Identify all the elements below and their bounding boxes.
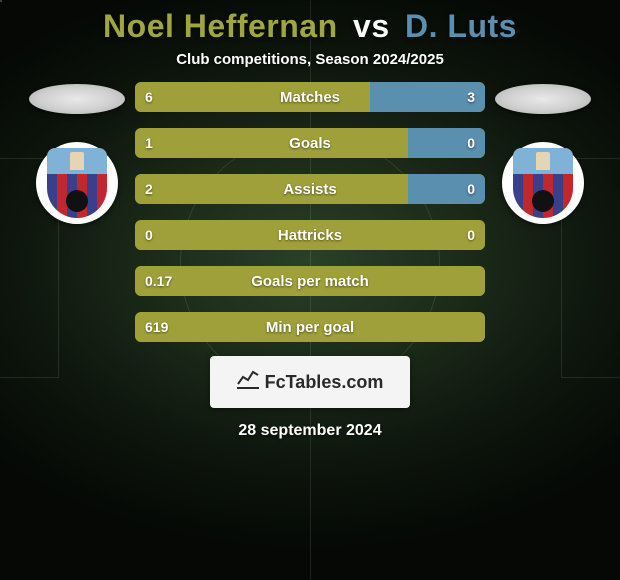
stat-value-left: 619 <box>145 319 168 335</box>
badge-shield-icon <box>513 148 573 218</box>
content-root: Noel Heffernan vs D. Luts Club competiti… <box>0 0 620 580</box>
stat-value-left: 0.17 <box>145 273 172 289</box>
stat-left-fill <box>135 220 485 250</box>
comparison-title: Noel Heffernan vs D. Luts <box>103 8 517 45</box>
stat-value-right: 0 <box>467 135 475 151</box>
player-left-silhouette <box>29 84 125 114</box>
title-player1: Noel Heffernan <box>103 8 338 44</box>
stat-row: 619Min per goal <box>135 312 485 342</box>
brand-logo: FcTables.com <box>210 356 410 408</box>
stats-bars: 63Matches10Goals20Assists00Hattricks0.17… <box>135 82 485 342</box>
stat-value-left: 6 <box>145 89 153 105</box>
title-vs: vs <box>353 8 390 44</box>
player-left-col <box>27 82 127 224</box>
stat-left-fill <box>135 266 485 296</box>
player-right-badge <box>502 142 584 224</box>
stat-left-fill <box>135 128 408 158</box>
brand-chart-icon <box>237 369 259 395</box>
title-player2: D. Luts <box>405 8 517 44</box>
stat-value-right: 0 <box>467 181 475 197</box>
stat-row: 0.17Goals per match <box>135 266 485 296</box>
stat-row: 20Assists <box>135 174 485 204</box>
player-left-badge <box>36 142 118 224</box>
player-right-silhouette <box>495 84 591 114</box>
subtitle: Club competitions, Season 2024/2025 <box>176 51 444 68</box>
stat-value-left: 1 <box>145 135 153 151</box>
main-row: 63Matches10Goals20Assists00Hattricks0.17… <box>0 82 620 342</box>
stat-value-right: 0 <box>467 227 475 243</box>
player-right-col <box>493 82 593 224</box>
stat-row: 63Matches <box>135 82 485 112</box>
stat-value-left: 2 <box>145 181 153 197</box>
footer-date: 28 september 2024 <box>238 422 381 440</box>
stat-left-fill <box>135 174 408 204</box>
stat-left-fill <box>135 82 370 112</box>
stat-value-left: 0 <box>145 227 153 243</box>
brand-text: FcTables.com <box>265 372 384 393</box>
stat-left-fill <box>135 312 485 342</box>
stat-row: 10Goals <box>135 128 485 158</box>
badge-shield-icon <box>47 148 107 218</box>
stat-value-right: 3 <box>467 89 475 105</box>
stat-row: 00Hattricks <box>135 220 485 250</box>
